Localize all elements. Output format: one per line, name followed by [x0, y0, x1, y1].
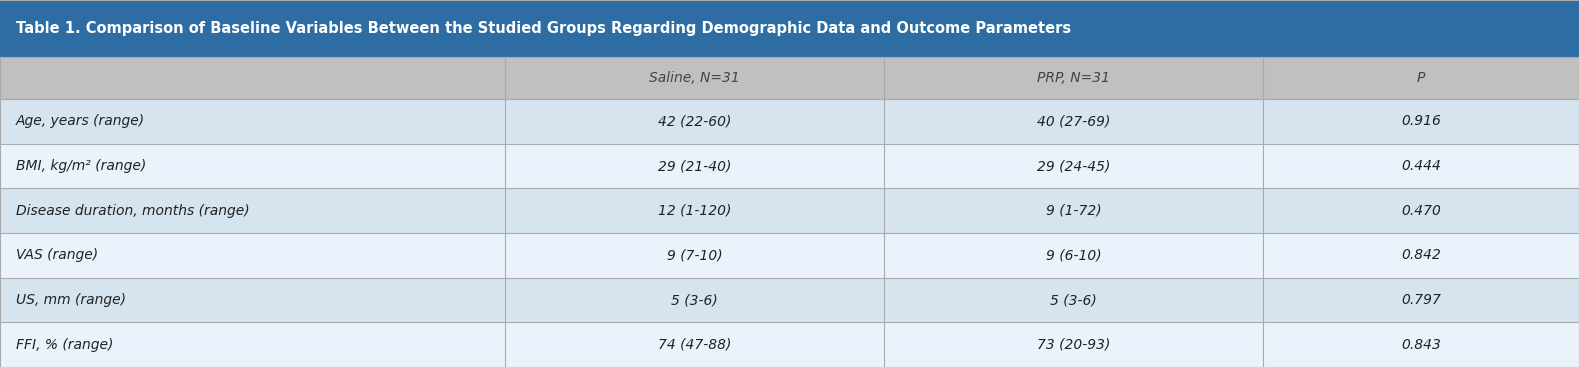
Text: 9 (6-10): 9 (6-10) — [1045, 248, 1102, 262]
Text: PRP, N=31: PRP, N=31 — [1037, 71, 1110, 85]
Text: 74 (47-88): 74 (47-88) — [658, 338, 731, 352]
Text: Saline, N=31: Saline, N=31 — [649, 71, 741, 85]
Text: 0.842: 0.842 — [1401, 248, 1442, 262]
Text: 0.843: 0.843 — [1401, 338, 1442, 352]
Text: VAS (range): VAS (range) — [16, 248, 98, 262]
Text: 40 (27-69): 40 (27-69) — [1037, 115, 1110, 128]
Text: P: P — [1416, 71, 1426, 85]
Text: Table 1. Comparison of Baseline Variables Between the Studied Groups Regarding D: Table 1. Comparison of Baseline Variable… — [16, 21, 1071, 36]
Text: US, mm (range): US, mm (range) — [16, 293, 126, 307]
Text: 73 (20-93): 73 (20-93) — [1037, 338, 1110, 352]
Text: Disease duration, months (range): Disease duration, months (range) — [16, 204, 249, 218]
Text: 42 (22-60): 42 (22-60) — [658, 115, 731, 128]
FancyBboxPatch shape — [0, 278, 1579, 322]
Text: 0.470: 0.470 — [1401, 204, 1442, 218]
Text: 29 (21-40): 29 (21-40) — [658, 159, 731, 173]
Text: FFI, % (range): FFI, % (range) — [16, 338, 114, 352]
Text: 9 (7-10): 9 (7-10) — [666, 248, 723, 262]
Text: BMI, kg/m² (range): BMI, kg/m² (range) — [16, 159, 145, 173]
Text: 0.916: 0.916 — [1401, 115, 1442, 128]
Text: 0.444: 0.444 — [1401, 159, 1442, 173]
Text: Age, years (range): Age, years (range) — [16, 115, 145, 128]
Text: 9 (1-72): 9 (1-72) — [1045, 204, 1102, 218]
FancyBboxPatch shape — [0, 57, 1579, 99]
FancyBboxPatch shape — [0, 144, 1579, 188]
FancyBboxPatch shape — [0, 0, 1579, 57]
FancyBboxPatch shape — [0, 233, 1579, 278]
Text: 29 (24-45): 29 (24-45) — [1037, 159, 1110, 173]
Text: 12 (1-120): 12 (1-120) — [658, 204, 731, 218]
Text: 5 (3-6): 5 (3-6) — [671, 293, 718, 307]
FancyBboxPatch shape — [0, 99, 1579, 144]
FancyBboxPatch shape — [0, 188, 1579, 233]
FancyBboxPatch shape — [0, 322, 1579, 367]
Text: 0.797: 0.797 — [1401, 293, 1442, 307]
Text: 5 (3-6): 5 (3-6) — [1050, 293, 1097, 307]
